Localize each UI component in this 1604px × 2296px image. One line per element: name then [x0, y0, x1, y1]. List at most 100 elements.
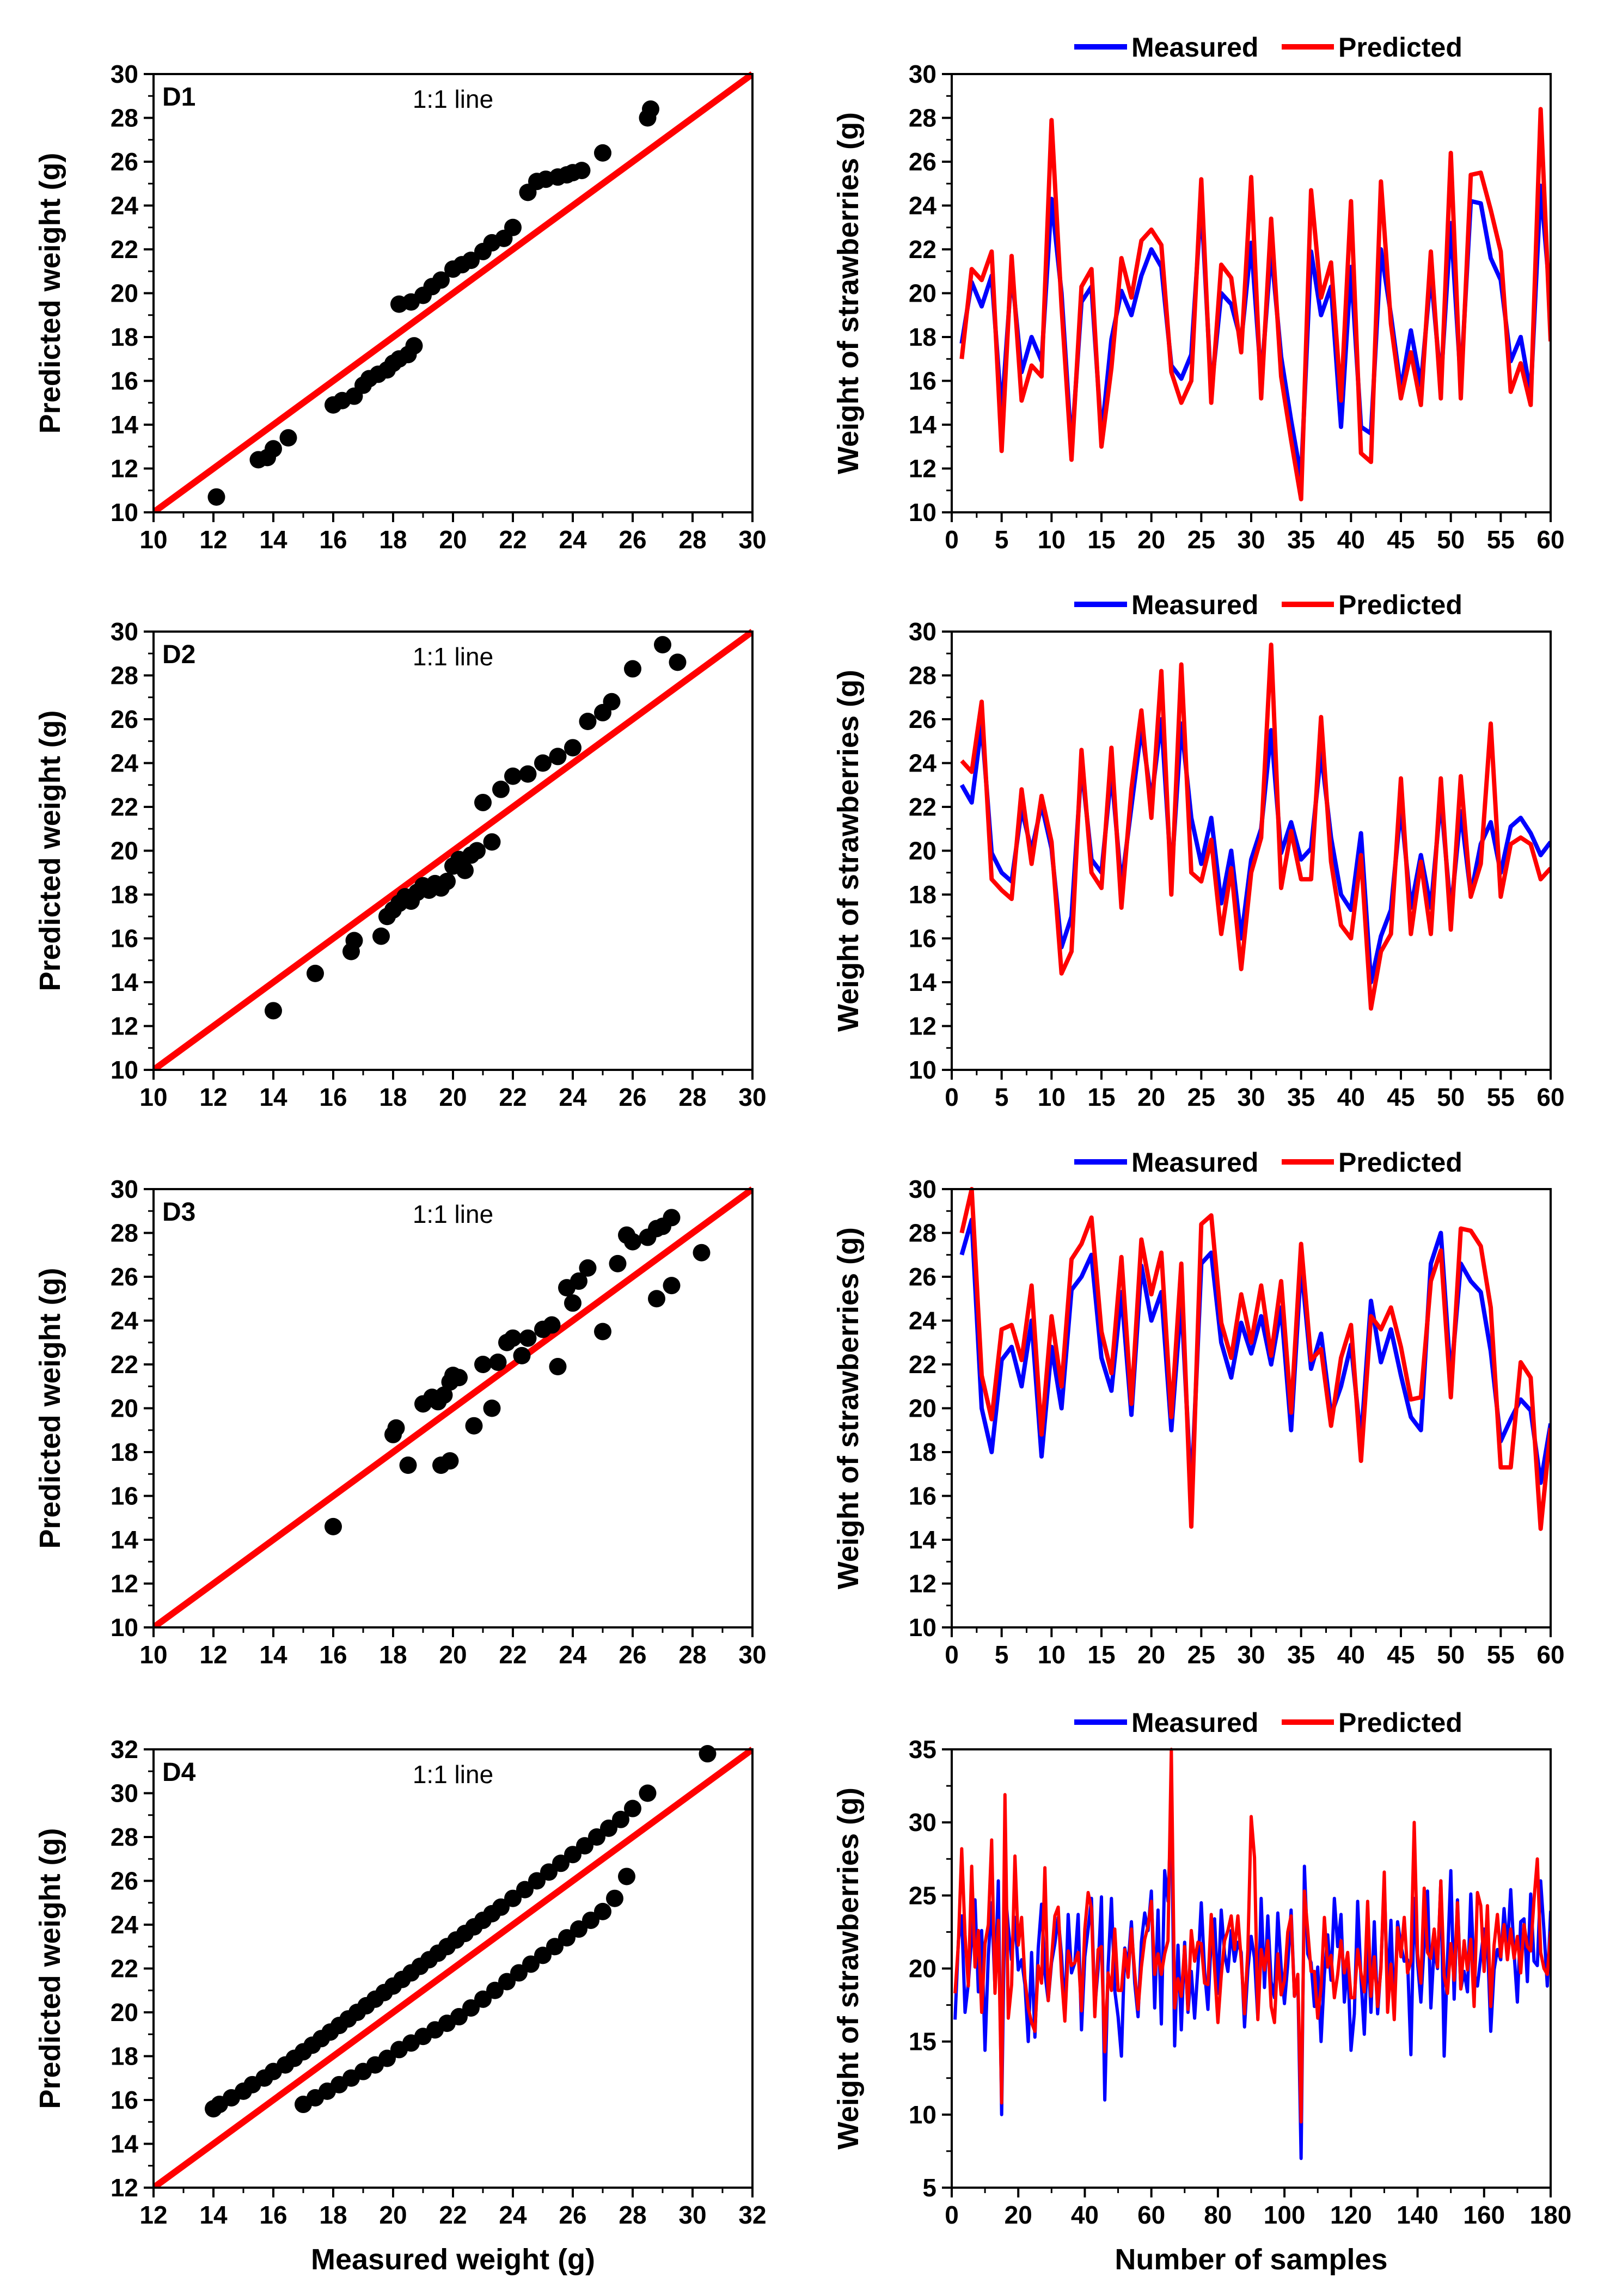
y-tick-label: 22 [909, 793, 936, 821]
data-point [207, 488, 225, 506]
y-tick-label: 18 [111, 323, 138, 351]
series-line-predicted [953, 1748, 1551, 2124]
y-tick-label: 26 [111, 148, 138, 176]
x-tick-label: 14 [199, 2201, 228, 2229]
y-tick-label: 14 [909, 411, 937, 439]
x-tick-label: 100 [1264, 2201, 1306, 2229]
y-tick-label: 12 [111, 1570, 138, 1598]
data-point [462, 1999, 480, 2017]
x-tick-label: 10 [1038, 1640, 1066, 1669]
y-tick-label: 20 [111, 1394, 138, 1423]
x-tick-label: 18 [379, 525, 407, 554]
data-point [345, 932, 363, 950]
data-point [546, 1938, 564, 1956]
y-tick-label: 10 [909, 498, 936, 526]
data-point [519, 765, 537, 783]
x-tick-label: 40 [1337, 525, 1365, 554]
x-tick-label: 35 [1287, 1083, 1315, 1111]
data-point [573, 162, 591, 180]
x-tick-label: 20 [379, 2201, 407, 2229]
y-axis-title: Weight of strawberries (g) [832, 1227, 865, 1589]
data-point [462, 252, 480, 270]
y-tick-label: 24 [909, 192, 937, 220]
y-tick-label: 26 [909, 1263, 936, 1291]
axis-ticks: 0 5 10 15 20 25 30 35 40 45 50 55 60 10 12 14 16 18 20 22 24… [909, 1175, 1565, 1669]
y-tick-label: 30 [111, 1175, 138, 1203]
y-tick-label: 16 [909, 924, 936, 953]
x-tick-label: 80 [1204, 2201, 1232, 2229]
x-tick-label: 14 [259, 1083, 287, 1111]
legend: Measured Predicted [1074, 32, 1462, 63]
legend: Measured Predicted [1074, 590, 1462, 620]
data-point [474, 793, 492, 811]
y-tick-label: 22 [111, 1350, 138, 1379]
data-point [558, 1929, 576, 1947]
y-tick-label: 12 [111, 2173, 138, 2202]
plot-area [953, 1748, 1551, 2160]
y-tick-label: 22 [909, 235, 936, 264]
x-tick-label: 10 [1038, 1083, 1066, 1111]
plot-frame [152, 1748, 754, 2189]
data-point [618, 1868, 635, 1885]
x-tick-label: 35 [1287, 1640, 1315, 1669]
axis-ticks: 12 14 16 18 20 22 24 26 28 30 32 12 14 16 18 20 22 24 26 28… [111, 1735, 767, 2229]
data-point [594, 144, 611, 162]
x-tick-label: 60 [1536, 525, 1564, 554]
axis-ticks: 10 12 14 16 18 20 22 24 26 28 30 10 12 14 16 18 20 22 24 26… [111, 1175, 767, 1669]
data-point [609, 1254, 627, 1272]
data-point [663, 1277, 681, 1295]
x-tick-label: 18 [379, 1083, 407, 1111]
x-tick-label: 10 [1038, 525, 1066, 554]
x-tick-label: 28 [678, 1083, 706, 1111]
legend-label-predicted: Predicted [1338, 32, 1462, 63]
data-point [624, 1233, 641, 1251]
identity-line [154, 71, 752, 512]
x-tick-label: 45 [1387, 1083, 1415, 1111]
identity-line-label: 1:1 line [413, 1200, 493, 1228]
identity-line-label: 1:1 line [413, 1760, 493, 1789]
data-point [600, 1819, 617, 1837]
data-point [606, 1889, 623, 1907]
y-tick-label: 24 [111, 1911, 139, 1939]
data-point [279, 429, 297, 447]
legend: Measured Predicted [1074, 1707, 1462, 1738]
y-tick-label: 25 [909, 1881, 936, 1909]
x-tick-label: 120 [1330, 2201, 1372, 2229]
legend-label-measured: Measured [1131, 1707, 1258, 1738]
x-tick-label: 30 [738, 1640, 766, 1669]
x-tick-label: 30 [1237, 1083, 1265, 1111]
chart-panel-6: 0 5 10 15 20 25 30 35 40 45 50 55 60 10 12 14 16 18 20 22 24… [832, 1147, 1565, 1669]
y-tick-label: 18 [909, 880, 936, 909]
y-tick-label: 30 [111, 60, 138, 88]
x-tick-label: 22 [499, 525, 526, 554]
data-point [399, 1456, 417, 1474]
axis-ticks: 0 20 40 60 80 100 120 140 160 180 5 10 15 20 25 30 35 [909, 1735, 1572, 2229]
x-tick-label: 30 [738, 1083, 766, 1111]
y-tick-label: 24 [111, 192, 139, 220]
data-point [510, 1964, 528, 1982]
plot-area [154, 1186, 752, 1627]
y-tick-label: 12 [111, 1012, 138, 1040]
plot-frame [951, 630, 1552, 1071]
data-point [603, 693, 621, 711]
plot-frame [152, 73, 754, 513]
y-tick-label: 20 [909, 279, 936, 308]
x-tick-label: 22 [499, 1640, 526, 1669]
data-point [576, 1837, 593, 1855]
data-point [564, 1294, 581, 1312]
x-tick-label: 20 [1137, 525, 1165, 554]
data-point [549, 748, 567, 766]
data-point [483, 833, 501, 851]
y-tick-label: 28 [111, 662, 138, 690]
x-tick-label: 26 [559, 2201, 586, 2229]
y-tick-label: 5 [922, 2173, 936, 2202]
panel-label: D2 [162, 640, 195, 669]
y-tick-label: 22 [909, 1350, 936, 1379]
data-point [504, 1329, 522, 1347]
y-tick-label: 28 [111, 1823, 138, 1851]
x-tick-label: 26 [619, 1083, 646, 1111]
x-tick-label: 16 [319, 1083, 347, 1111]
y-tick-label: 24 [111, 749, 139, 777]
y-tick-label: 16 [111, 1482, 138, 1510]
